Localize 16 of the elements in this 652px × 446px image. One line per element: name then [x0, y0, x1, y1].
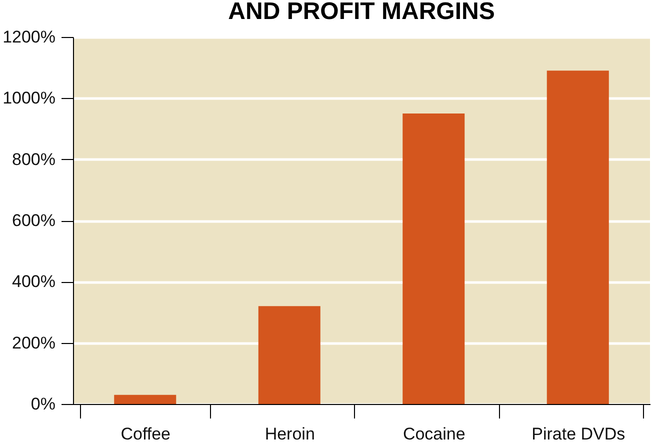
x-tick-label: Coffee — [120, 424, 171, 444]
y-tick-label: 1000% — [2, 88, 56, 108]
bar — [258, 306, 320, 404]
y-tick-label: 200% — [12, 333, 56, 352]
y-tick-label: 0% — [30, 394, 56, 414]
x-tick-label: Cocaine — [402, 424, 466, 444]
y-tick-label: 1200% — [2, 28, 56, 46]
y-tick-label: 400% — [12, 272, 56, 292]
bar — [546, 70, 609, 404]
bar — [402, 113, 465, 404]
x-tick-label: Heroin — [264, 424, 315, 444]
y-tick-label: 800% — [12, 150, 56, 169]
chart-title: AND PROFIT MARGINS — [228, 0, 495, 25]
x-tick-label: Pirate DVDs — [532, 424, 626, 444]
bar — [114, 394, 176, 404]
y-tick-label: 600% — [12, 211, 56, 230]
